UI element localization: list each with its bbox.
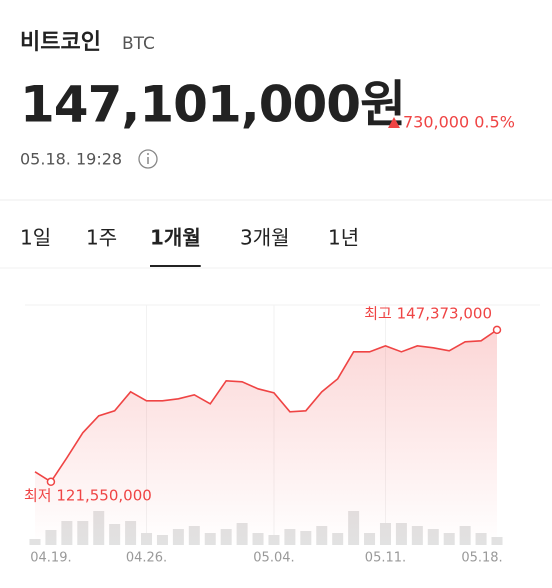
info-icon[interactable] [138,149,158,169]
timestamp: 05.18. 19:28 [20,150,122,169]
tab[interactable]: 1개월 [150,226,201,250]
x-tick-label: 04.19. [30,551,71,566]
price-change: 730,000 0.5% [403,113,515,132]
high-label: 최고 147,373,000 [364,304,492,322]
extreme-marker [492,325,502,335]
tab[interactable]: 1년 [328,226,359,250]
up-arrow [388,117,400,128]
x-tick-label: 05.11. [365,551,406,566]
coin-symbol: BTC [122,34,155,54]
price-line [34,329,498,483]
x-tick-label: 05.18. [461,551,502,566]
tab[interactable]: 1주 [86,226,117,250]
extreme-marker [46,477,56,487]
tab[interactable]: 3개월 [240,226,290,250]
x-tick-label: 05.04. [253,551,294,566]
chart: 최고 147,373,000 최저 121,550,000 04.19. 04.26.… [24,304,540,566]
price-area [35,329,497,545]
tabs: 1일 1주 1개월 3개월 1년 [20,226,359,267]
tab[interactable]: 1일 [20,226,51,250]
price: 147,101,000원 [20,76,405,134]
coin-name: 비트코인 [20,30,101,55]
x-tick-label: 04.26. [126,551,167,566]
low-label: 최저 121,550,000 [24,486,152,504]
